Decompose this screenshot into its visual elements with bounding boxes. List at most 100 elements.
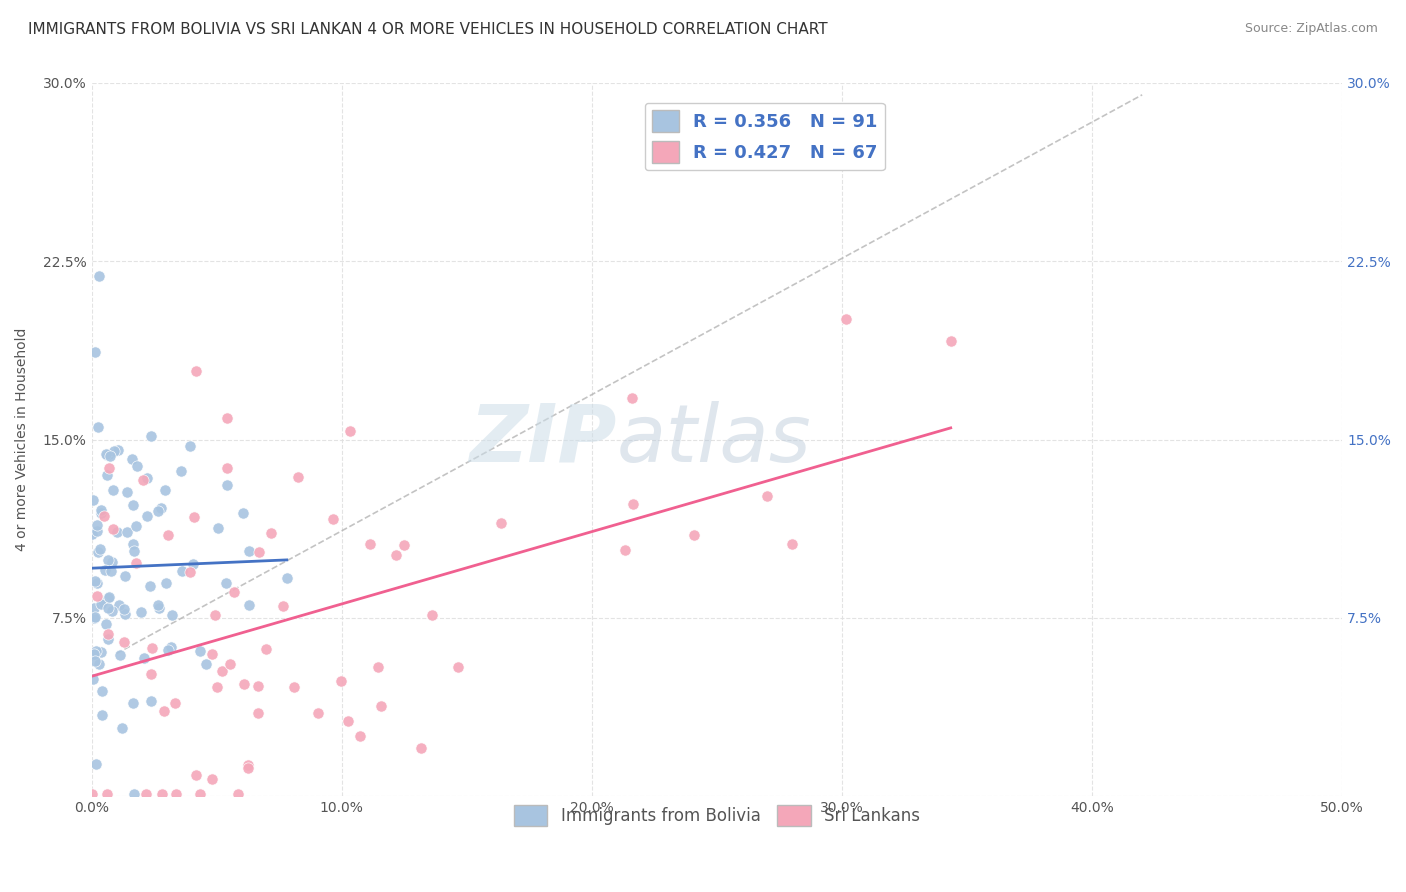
Point <box>135 508 157 523</box>
Point <box>287 469 309 483</box>
Text: IMMIGRANTS FROM BOLIVIA VS SRI LANKAN 4 OR MORE VEHICLES IN HOUSEHOLD CORRELATIO: IMMIGRANTS FROM BOLIVIA VS SRI LANKAN 4 … <box>28 22 828 37</box>
Text: Source: ZipAtlas.com: Source: ZipAtlas.com <box>1244 22 1378 36</box>
Point <box>271 599 294 613</box>
Point <box>80 526 103 541</box>
Point <box>186 363 208 377</box>
Point <box>127 458 149 473</box>
Point <box>392 538 415 552</box>
Point <box>87 419 110 434</box>
Point <box>110 648 132 662</box>
Text: atlas: atlas <box>617 401 811 478</box>
Point <box>339 425 361 439</box>
Point <box>153 705 176 719</box>
Point <box>146 598 169 612</box>
Point <box>307 706 329 720</box>
Point <box>98 461 121 475</box>
Point <box>336 714 359 728</box>
Point <box>139 429 162 443</box>
Point <box>238 757 260 772</box>
Point <box>97 632 120 646</box>
Point <box>188 787 211 801</box>
Point <box>103 444 125 458</box>
Point <box>101 556 124 570</box>
Point <box>112 635 135 649</box>
Point <box>96 448 118 462</box>
Point <box>835 312 858 326</box>
Point <box>124 519 146 533</box>
Point <box>139 579 162 593</box>
Point <box>90 503 112 517</box>
Point <box>121 537 143 551</box>
Point <box>184 768 207 782</box>
Point <box>139 694 162 708</box>
Point <box>103 522 125 536</box>
Point <box>367 660 389 674</box>
Point <box>117 525 139 540</box>
Text: ZIP: ZIP <box>470 401 617 478</box>
Point <box>89 269 111 284</box>
Point <box>96 616 118 631</box>
Point <box>247 706 270 720</box>
Point <box>84 655 107 669</box>
Point <box>447 660 470 674</box>
Point <box>97 552 120 566</box>
Point <box>98 591 121 605</box>
Point <box>132 473 155 487</box>
Point <box>101 483 124 498</box>
Point <box>422 607 444 622</box>
Point <box>238 598 260 612</box>
Point <box>217 460 239 475</box>
Point <box>87 545 110 559</box>
Point <box>170 464 193 478</box>
Point <box>153 483 176 497</box>
Point <box>84 574 107 588</box>
Point <box>172 564 194 578</box>
Point <box>236 761 259 775</box>
Point <box>204 607 226 622</box>
Point <box>129 605 152 619</box>
Point <box>276 572 298 586</box>
Point <box>97 591 120 606</box>
Point <box>97 601 120 615</box>
Point <box>200 772 222 786</box>
Point <box>94 447 117 461</box>
Point <box>86 575 108 590</box>
Point <box>83 610 105 624</box>
Point <box>121 452 143 467</box>
Point <box>217 478 239 492</box>
Point <box>370 699 392 714</box>
Point <box>98 449 121 463</box>
Point <box>322 512 344 526</box>
Point <box>211 664 233 678</box>
Point <box>148 600 170 615</box>
Point <box>90 645 112 659</box>
Point <box>329 674 352 689</box>
Point <box>411 740 433 755</box>
Point <box>89 542 111 557</box>
Point <box>238 543 260 558</box>
Point <box>166 787 188 801</box>
Point <box>156 643 179 657</box>
Point <box>136 470 159 484</box>
Point <box>214 576 236 591</box>
Point <box>247 679 270 693</box>
Point <box>80 787 103 801</box>
Point <box>780 537 803 551</box>
Point <box>114 607 136 622</box>
Point <box>125 556 148 570</box>
Point <box>247 545 270 559</box>
Point <box>620 391 643 405</box>
Point <box>755 489 778 503</box>
Point <box>83 345 105 359</box>
Point <box>90 506 112 520</box>
Point <box>939 334 962 349</box>
Point <box>613 543 636 558</box>
Point <box>91 708 114 723</box>
Point <box>90 683 112 698</box>
Point <box>122 696 145 710</box>
Point <box>84 756 107 771</box>
Point <box>105 524 128 539</box>
Point <box>349 729 371 743</box>
Point <box>155 576 177 591</box>
Point <box>98 447 121 461</box>
